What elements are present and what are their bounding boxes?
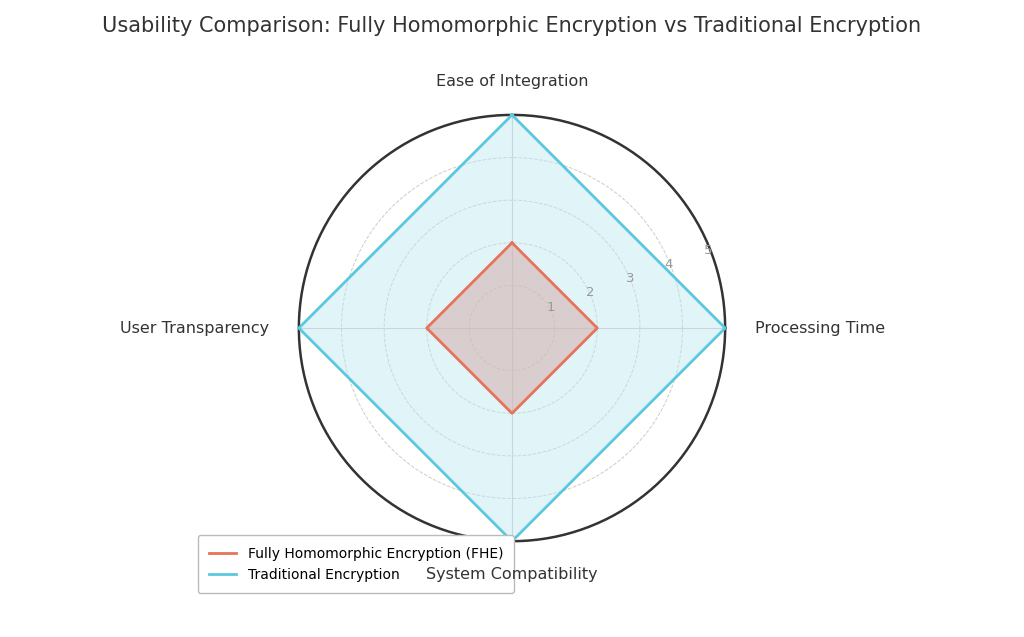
Legend: Fully Homomorphic Encryption (FHE), Traditional Encryption: Fully Homomorphic Encryption (FHE), Trad… [198, 536, 514, 592]
Text: 4: 4 [665, 258, 673, 271]
Text: 1: 1 [547, 301, 555, 314]
Text: Usability Comparison: Fully Homomorphic Encryption vs Traditional Encryption: Usability Comparison: Fully Homomorphic … [102, 16, 922, 36]
Text: User Transparency: User Transparency [120, 320, 269, 336]
Text: 3: 3 [626, 272, 634, 285]
Polygon shape [427, 243, 597, 413]
Text: Ease of Integration: Ease of Integration [436, 75, 588, 89]
Text: System Compatibility: System Compatibility [426, 567, 598, 582]
Text: Processing Time: Processing Time [755, 320, 885, 336]
Text: 2: 2 [587, 287, 595, 299]
Text: 5: 5 [705, 243, 713, 257]
Polygon shape [299, 115, 725, 541]
